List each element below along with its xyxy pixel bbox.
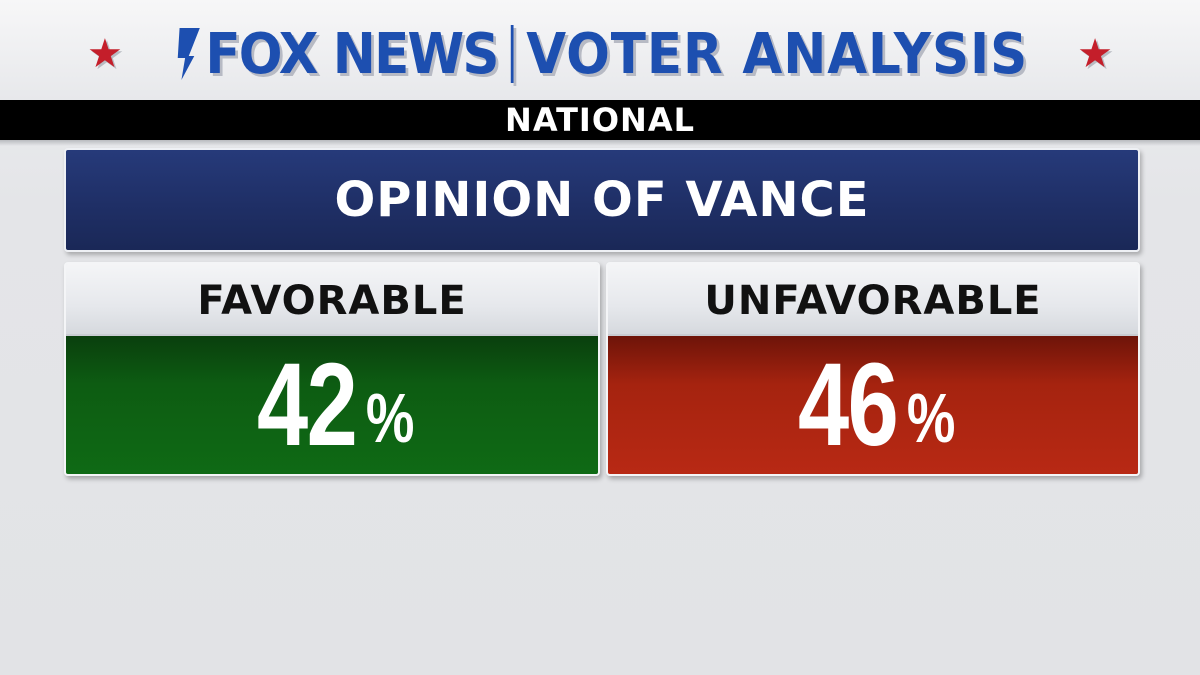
brand-name: FOX NEWS: [205, 21, 499, 87]
result-value-box: 42 %: [66, 336, 598, 474]
star-icon: ★: [1077, 31, 1114, 77]
fox-logo-slash-icon: [177, 28, 200, 80]
result-card-unfavorable: UNFAVORABLE 46 %: [606, 262, 1140, 476]
percent-sign: %: [365, 379, 414, 457]
header-title: VOTER ANALYSIS: [526, 21, 1028, 87]
brand-divider: [510, 25, 514, 83]
result-card-favorable: FAVORABLE 42 %: [64, 262, 600, 476]
result-value: 42: [257, 339, 358, 471]
result-value: 46: [798, 339, 899, 471]
result-label: UNFAVORABLE: [608, 264, 1138, 336]
result-label: FAVORABLE: [66, 264, 598, 336]
star-icon: ★: [86, 31, 123, 77]
result-value-box: 46 %: [608, 336, 1138, 474]
region-bar: NATIONAL: [0, 100, 1200, 140]
header: ★ FOX NEWS VOTER ANALYSIS ★: [0, 0, 1200, 100]
percent-sign: %: [906, 379, 955, 457]
header-inner: ★ FOX NEWS VOTER ANALYSIS ★: [0, 14, 1200, 94]
region-bar-shadow: [0, 140, 1200, 146]
question-banner: OPINION OF VANCE: [64, 148, 1140, 252]
brand-lockup: FOX NEWS VOTER ANALYSIS: [172, 22, 1028, 87]
